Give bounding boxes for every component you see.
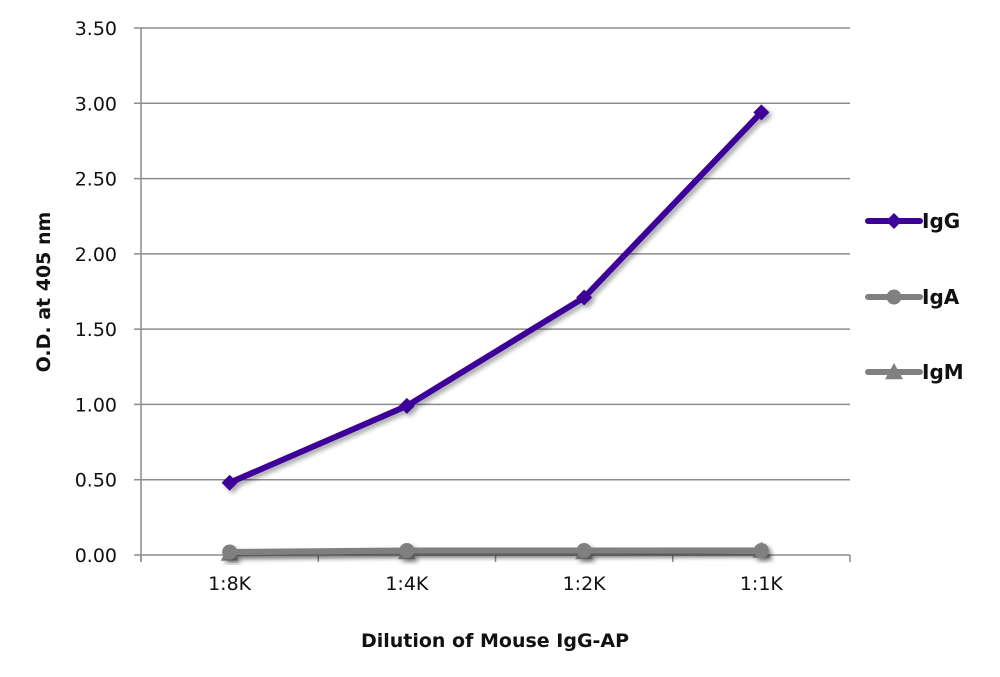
y-tick-label: 3.00 <box>75 93 117 115</box>
x-tick-label: 1:4K <box>385 573 429 595</box>
series-layer <box>220 104 771 561</box>
legend-label: IgA <box>922 285 960 309</box>
y-tick-label: 0.50 <box>75 470 117 492</box>
legend-triangle-icon <box>885 363 903 380</box>
circle-marker-icon <box>399 542 415 558</box>
x-axis: 1:8K 1:4K 1:2K 1:1K <box>140 555 851 595</box>
diamond-marker-icon <box>221 474 238 491</box>
legend: IgG IgA IgM <box>865 209 964 384</box>
circle-marker-icon <box>753 542 769 558</box>
y-tick-label: 1.50 <box>75 319 117 341</box>
y-tick-label: 0.00 <box>75 545 117 567</box>
x-tick-label: 1:1K <box>740 573 784 595</box>
legend-item-igg: IgG <box>865 209 960 233</box>
y-tick-label: 2.00 <box>75 244 117 266</box>
series-line <box>226 547 765 555</box>
series-igg <box>221 104 770 491</box>
legend-label: IgG <box>922 209 960 233</box>
y-tick-label: 1.00 <box>75 394 117 416</box>
circle-marker-icon <box>576 542 592 558</box>
y-tick-label: 3.50 <box>75 18 117 40</box>
legend-item-iga: IgA <box>865 285 960 309</box>
x-tick-label: 1:8K <box>208 573 252 595</box>
legend-circle-icon <box>886 289 902 305</box>
x-axis-title: Dilution of Mouse IgG-AP <box>361 630 629 652</box>
y-axis-title: O.D. at 405 nm <box>33 212 55 373</box>
y-axis: 0.00 0.50 1.00 1.50 2.00 2.50 3.00 3.50 <box>75 18 142 567</box>
diamond-marker-icon <box>398 397 415 414</box>
y-tick-label: 2.50 <box>75 169 117 191</box>
series-line <box>226 109 765 486</box>
diamond-marker-icon <box>753 104 770 121</box>
legend-diamond-icon <box>886 213 902 229</box>
diamond-marker-icon <box>576 289 593 306</box>
x-tick-label: 1:2K <box>563 573 607 595</box>
legend-item-igm: IgM <box>865 360 964 384</box>
gridlines <box>134 27 850 556</box>
series-iga <box>222 542 769 560</box>
circle-marker-icon <box>222 544 238 560</box>
legend-label: IgM <box>922 360 964 384</box>
